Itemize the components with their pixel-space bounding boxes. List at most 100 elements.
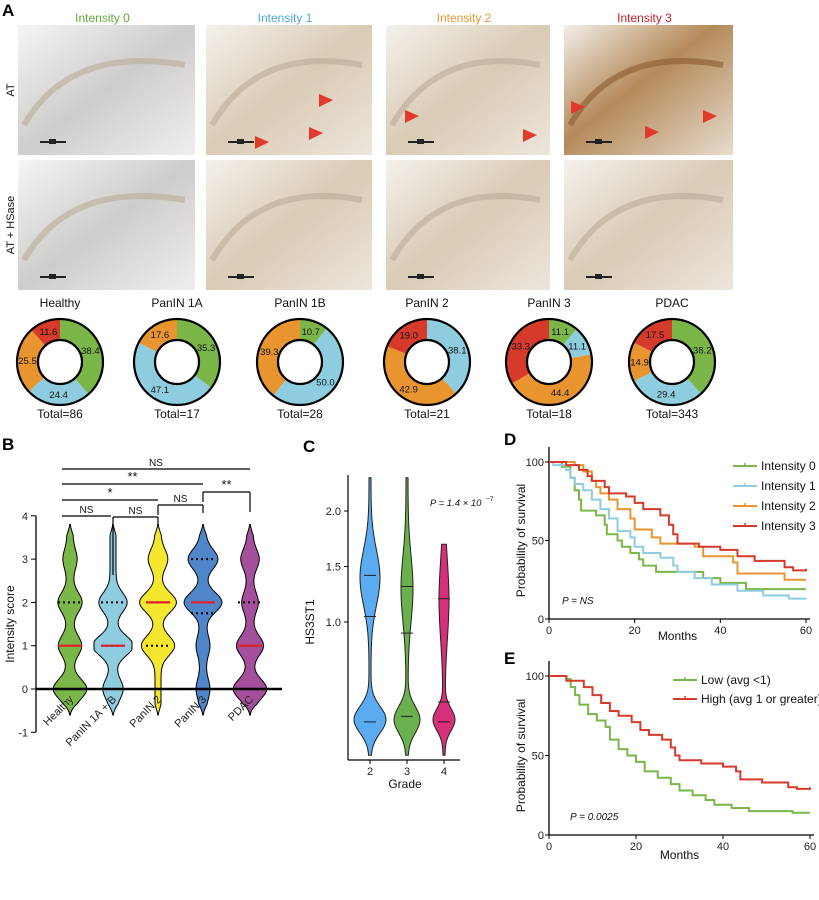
x-tick-label: 40: [714, 625, 726, 637]
column-header: Intensity 2: [437, 11, 492, 25]
micrograph: [564, 160, 733, 290]
donut-segment: [563, 329, 592, 359]
survival-curve: [549, 461, 806, 591]
segment-label: 17.6: [151, 330, 170, 341]
significance-label: NS: [149, 458, 163, 469]
donut-total: Total=343: [646, 407, 699, 421]
significance-label: **: [127, 469, 137, 484]
scale-bar-label: [595, 274, 602, 279]
x-tick-label: 0: [546, 841, 552, 853]
y-tick-label: 1.0: [326, 617, 341, 629]
donut-hole: [525, 338, 573, 386]
donut-chart: PanIN 2 38.1 42.9 19.0 Total=21: [382, 296, 472, 421]
segment-label: 14.9: [630, 357, 649, 368]
donut-total: Total=86: [37, 407, 83, 421]
arrowhead-icon: [523, 129, 537, 142]
donut-segment: [273, 328, 343, 405]
donut-chart: PanIN 1A 35.3 47.1 17.6 Total=17: [132, 296, 222, 421]
donut-title: PanIN 1B: [274, 296, 325, 310]
donut-segment: [629, 342, 653, 382]
p-value-exponent: −7: [486, 496, 494, 503]
significance-label: NS: [80, 505, 94, 516]
legend-label: Intensity 3: [761, 519, 816, 533]
donut-total: Total=21: [404, 407, 450, 421]
tissue-image: [386, 160, 550, 290]
donut-segment: [177, 319, 220, 388]
donut-outline: [132, 317, 222, 407]
segment-label: 11.1: [551, 327, 569, 338]
x-tick-label: 20: [629, 625, 641, 637]
x-tick-label: 20: [630, 841, 642, 853]
donut-total: Total=18: [526, 407, 572, 421]
violin: [52, 523, 88, 716]
tissue-edge: [389, 193, 541, 262]
tissue-image: [564, 160, 733, 290]
tissue-edge: [209, 193, 363, 262]
donut-hole: [403, 338, 451, 386]
segment-label: 25.5: [18, 356, 37, 367]
scale-bar-label: [237, 274, 244, 279]
legend-label: Low (avg <1): [701, 673, 771, 687]
panel-label-d: D: [504, 430, 516, 449]
donut-chart: PanIN 3 11.1 11.1 44.4 33.3 Total=18: [504, 296, 594, 421]
donut-segment: [549, 319, 577, 346]
tissue-edge: [567, 193, 724, 262]
micrograph: [206, 25, 372, 155]
scale-bar-label: [237, 139, 244, 144]
row-label: AT + HSase: [5, 196, 17, 255]
segment-label: 11.6: [40, 327, 58, 338]
donut-outline: [627, 317, 717, 407]
segment-label: 42.9: [399, 384, 418, 395]
tissue-image: [386, 25, 550, 155]
legend-label: Intensity 2: [761, 499, 816, 513]
significance-label: NS: [174, 494, 188, 505]
panel-label-a: A: [2, 1, 14, 20]
donut-outline: [15, 317, 105, 407]
donut-outline: [504, 317, 594, 407]
segment-label: 35.3: [197, 343, 216, 354]
donut-segment: [384, 346, 457, 405]
segment-label: 24.4: [49, 390, 68, 401]
column-header: Intensity 3: [617, 11, 672, 25]
donut-hole: [153, 338, 201, 386]
tissue-edge: [209, 58, 363, 127]
tissue-image: [206, 160, 372, 290]
y-tick-label: 100: [526, 457, 544, 469]
donut-title: PanIN 3: [527, 296, 571, 310]
segment-label: 29.4: [657, 389, 676, 400]
arrowhead-icon: [319, 94, 333, 107]
violin: [432, 543, 456, 756]
donut-outline: [255, 317, 345, 407]
legend-label: High (avg 1 or greater): [701, 692, 819, 706]
x-axis-label: Months: [658, 629, 697, 643]
x-tick-label: 3: [404, 766, 410, 778]
segment-label: 10.7: [301, 327, 320, 338]
survival-curve: [549, 675, 810, 814]
donut-hole: [36, 338, 84, 386]
segment-label: 47.1: [151, 385, 170, 396]
p-value-annotation: P = 1.4 × 10: [430, 498, 482, 509]
arrowhead-icon: [255, 136, 269, 149]
y-tick-label: 50: [532, 536, 544, 548]
scale-bar-label: [417, 139, 424, 144]
tissue-image: [18, 160, 195, 290]
arrowhead-icon: [645, 126, 659, 139]
donut-segment: [633, 371, 702, 406]
donut-title: PanIN 1A: [151, 296, 202, 310]
donut-segment: [16, 329, 46, 392]
column-header: Intensity 0: [75, 11, 130, 25]
donut-title: PDAC: [655, 296, 689, 310]
y-tick-label: 0: [538, 830, 544, 842]
y-tick-label: 3: [22, 554, 28, 566]
x-tick-label: 40: [717, 841, 729, 853]
segment-label: 11.1: [568, 341, 586, 352]
survival-curve: [549, 461, 807, 572]
y-axis-label: Probability of survival: [514, 699, 528, 812]
row-label: AT: [5, 83, 17, 97]
donut-chart: PDAC 38.2 29.4 14.9 17.5 Total=343: [627, 296, 717, 421]
significance-label: *: [107, 485, 112, 500]
tissue-edge: [21, 193, 186, 262]
micrograph: [18, 160, 195, 290]
donut-segment: [633, 319, 672, 353]
